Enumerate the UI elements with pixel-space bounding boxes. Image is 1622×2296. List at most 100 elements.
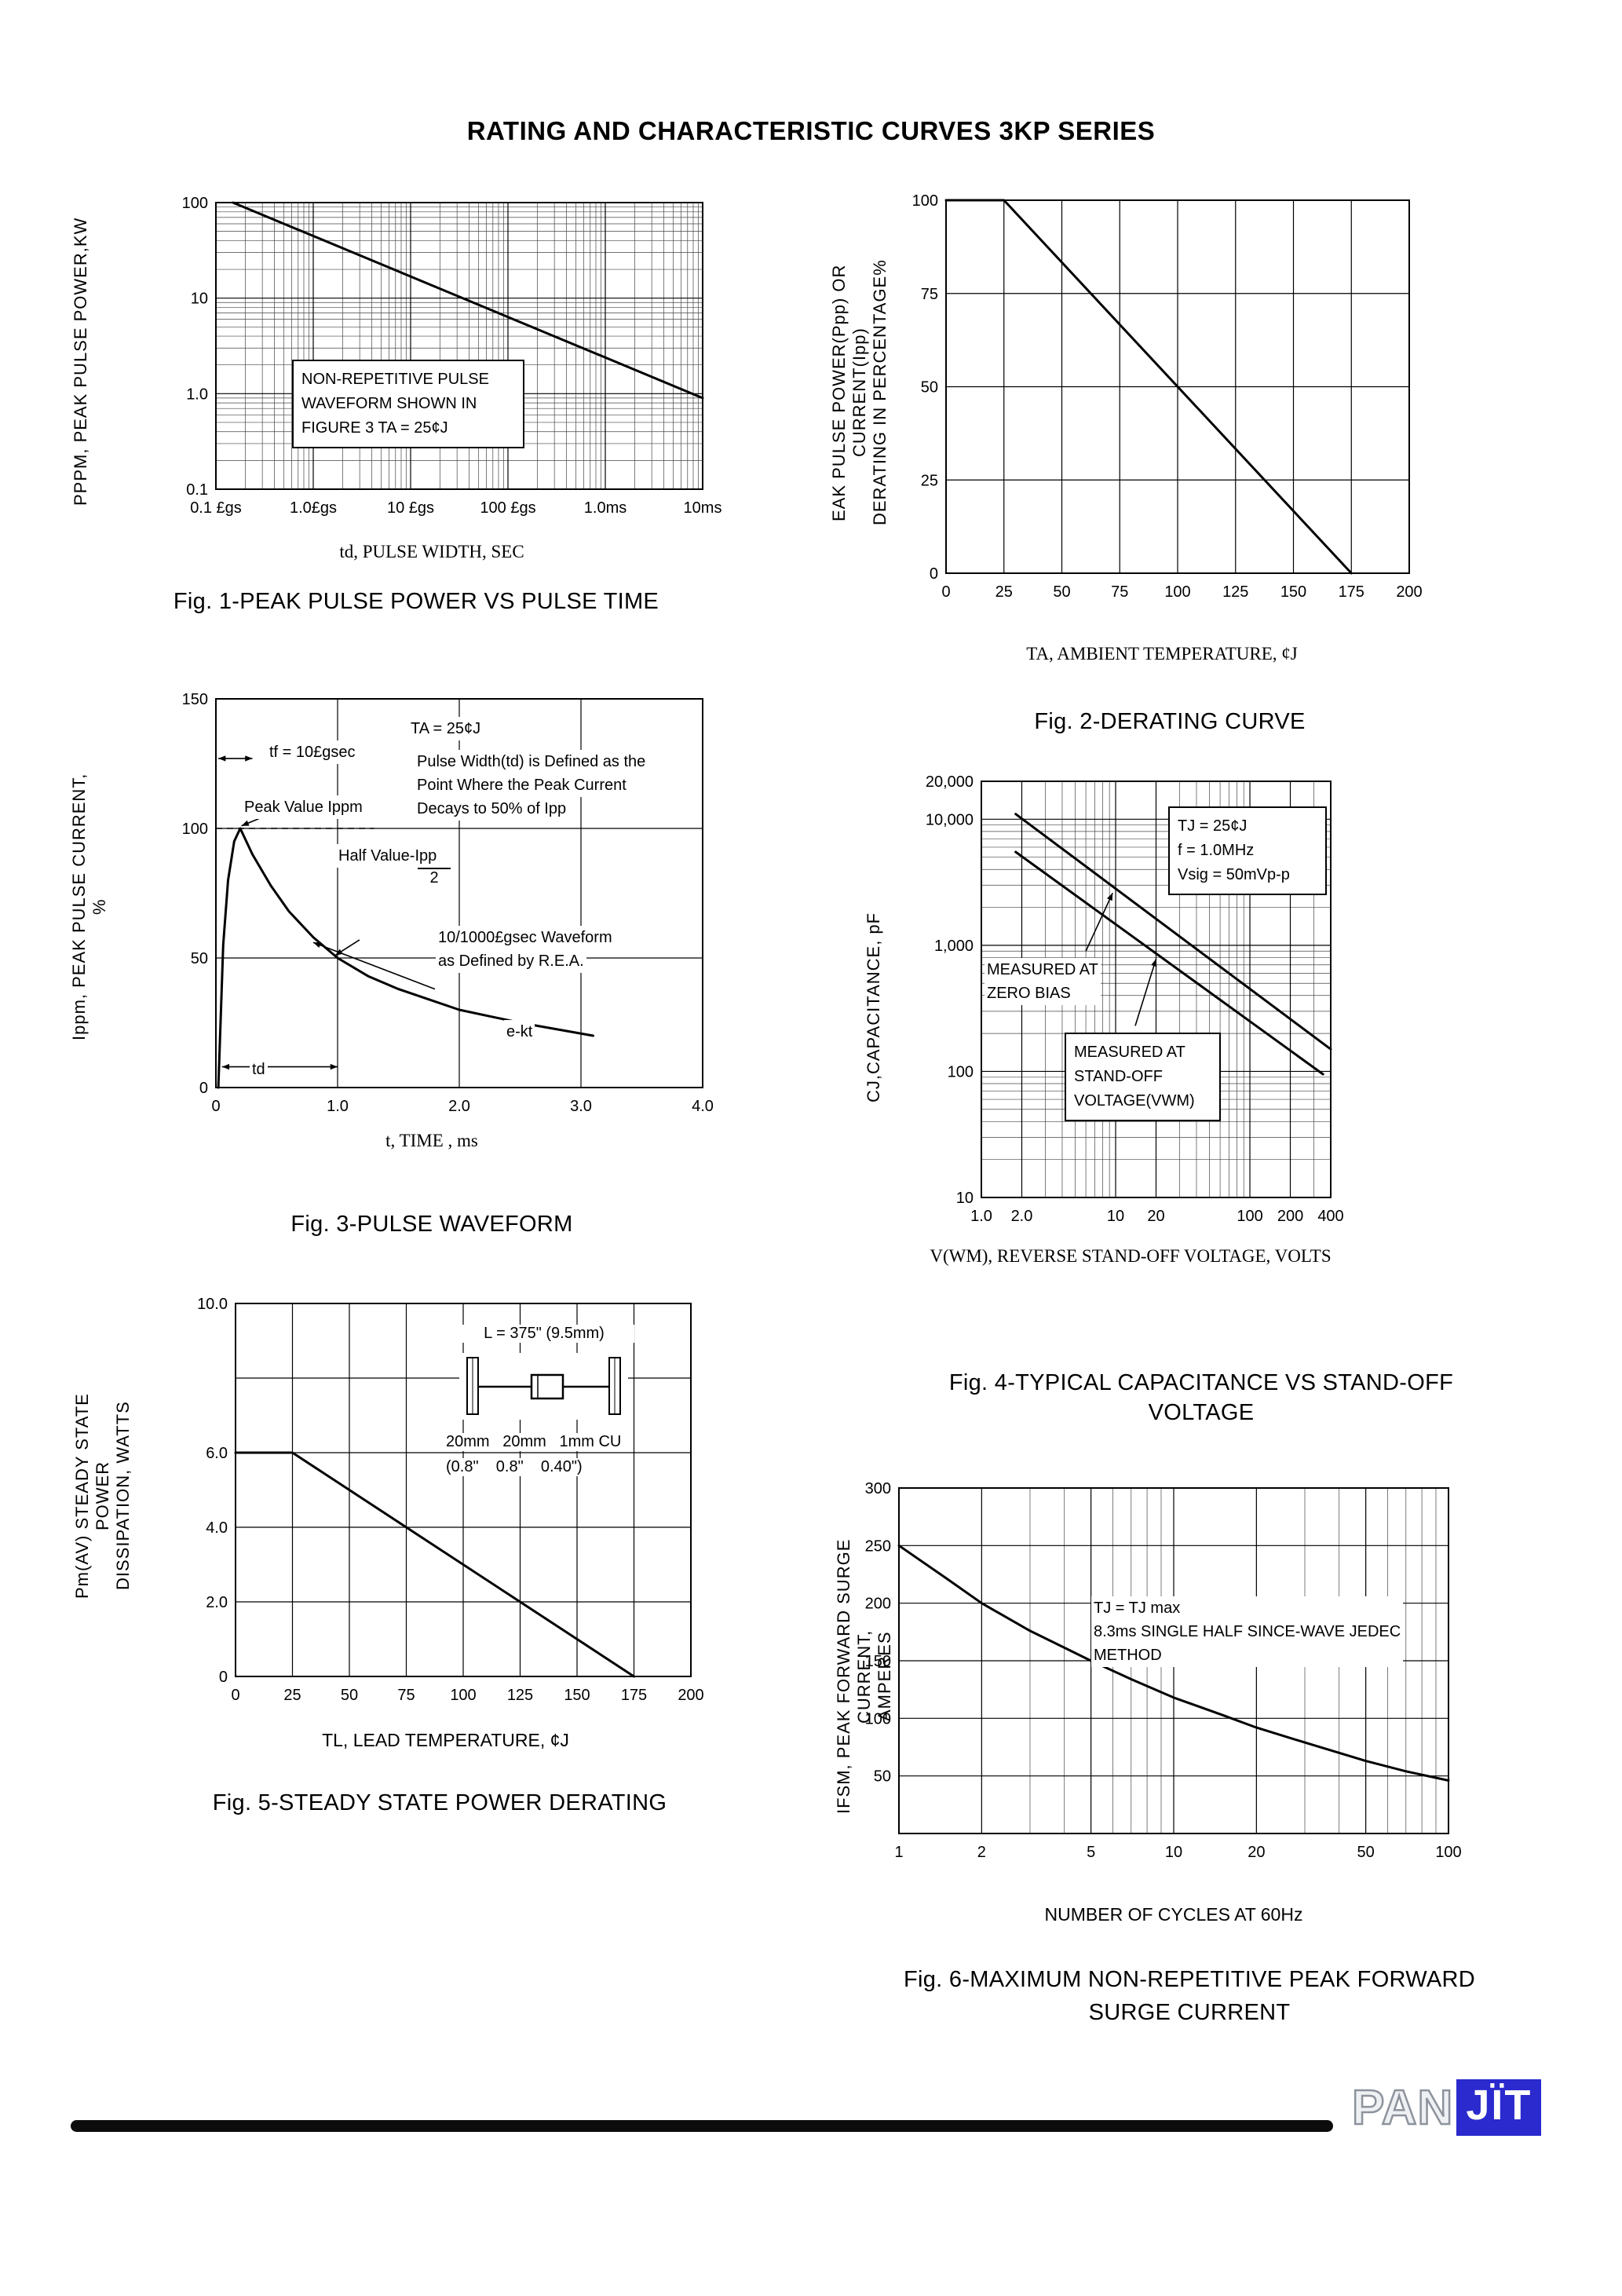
fig3-td-label: td xyxy=(250,1058,268,1081)
page-title: RATING AND CHARACTERISTIC CURVES 3KP SER… xyxy=(466,116,1156,145)
fig3-pulse-width-note-3: Decays to 50% of Ipp xyxy=(415,797,569,821)
svg-text:3.0: 3.0 xyxy=(570,1098,592,1115)
svg-text:0: 0 xyxy=(211,1098,220,1115)
svg-text:4.0: 4.0 xyxy=(206,1519,228,1537)
fig1-caption: Fig. 1-PEAK PULSE POWER VS PULSE TIME xyxy=(173,589,659,614)
svg-text:300: 300 xyxy=(865,1480,891,1497)
figure-5: Pm(AV) STEADY STATE POWER DISSIPATION, W… xyxy=(63,1284,809,1869)
figure-6: IFSM, PEAK FORWARD SURGE CURRENT, AMPERE… xyxy=(785,1464,1594,2085)
fig5-plot: 0 25 50 75 100 125 150 175 200 0 2.0 4.0 6.0 10.0 xyxy=(197,1296,704,1704)
fig2-caption: Fig. 2-DERATING CURVE xyxy=(1034,709,1306,734)
svg-text:50: 50 xyxy=(1053,583,1070,601)
svg-text:10 £gs: 10 £gs xyxy=(387,499,434,517)
figure-3: Ippm, PEAK PULSE CURRENT, % 0 1.0 2.0 3.0 4.… xyxy=(63,679,801,1260)
svg-text:1.0ms: 1.0ms xyxy=(584,499,627,517)
svg-text:200: 200 xyxy=(678,1687,703,1704)
svg-text:200: 200 xyxy=(1277,1208,1303,1225)
svg-text:100: 100 xyxy=(182,821,208,838)
svg-text:400: 400 xyxy=(1317,1208,1343,1225)
svg-text:10.0: 10.0 xyxy=(197,1296,228,1313)
svg-text:2: 2 xyxy=(977,1844,986,1861)
fig1-x-axis-label: td, PULSE WIDTH, SEC xyxy=(339,542,524,561)
svg-text:1.0: 1.0 xyxy=(970,1208,992,1225)
fig3-half-value-denominator: 2 xyxy=(418,868,451,887)
brand-jit-box: JÏT xyxy=(1456,2079,1542,2136)
svg-text:20: 20 xyxy=(1248,1844,1265,1861)
svg-text:100 £gs: 100 £gs xyxy=(480,499,535,517)
fig4-x-axis-label: V(WM), REVERSE STAND-OFF VOLTAGE, VOLTS xyxy=(930,1246,1332,1266)
fig2-y-axis-label: EAK PULSE POWER(Ppp) OR CURRENT(Ipp) DER… xyxy=(829,259,890,526)
brand-pan-text: PAN xyxy=(1351,2080,1454,2137)
svg-text:0: 0 xyxy=(231,1687,239,1704)
svg-text:6.0: 6.0 xyxy=(206,1445,228,1462)
fig4-caption-line2: VOLTAGE xyxy=(1148,1400,1255,1425)
svg-text:175: 175 xyxy=(1339,583,1364,601)
svg-text:100: 100 xyxy=(182,195,208,212)
fig3-caption: Fig. 3-PULSE WAVEFORM xyxy=(290,1212,573,1237)
fig5-lead-dimensions-mm: 20mm 20mm 1mm CU xyxy=(446,1433,622,1451)
fig3-half-value-label: Half Value-Ipp xyxy=(336,844,440,868)
svg-text:5: 5 xyxy=(1087,1844,1095,1861)
svg-text:1: 1 xyxy=(894,1844,903,1861)
fig5-lead-dimensions-in: (0.8" 0.8" 0.40") xyxy=(446,1458,583,1476)
svg-text:50: 50 xyxy=(921,379,938,397)
svg-text:1,000: 1,000 xyxy=(934,938,974,955)
fig3-pulse-width-note-1: Pulse Width(td) is Defined as the xyxy=(415,750,648,773)
fig6-caption-line2: SURGE CURRENT xyxy=(1088,2000,1291,2025)
fig6-test-conditions: TJ = TJ max 8.3ms SINGLE HALF SINCE-WAVE… xyxy=(1091,1596,1404,1667)
fig3-peak-value-label: Peak Value Ippm xyxy=(242,795,365,819)
fig3-waveform-note-1: 10/1000£gsec Waveform xyxy=(436,926,615,949)
fig2-plot: 0 25 50 75 100 125 150 175 200 0 25 50 75 100 xyxy=(912,192,1423,601)
svg-text:150: 150 xyxy=(564,1687,590,1704)
fig3-y-axis-label: Ippm, PEAK PULSE CURRENT, % xyxy=(69,773,109,1041)
svg-text:2.0: 2.0 xyxy=(1011,1208,1033,1225)
fig6-caption-line1: Fig. 6-MAXIMUM NON-REPETITIVE PEAK FORWA… xyxy=(904,1967,1475,1992)
svg-text:25: 25 xyxy=(283,1687,301,1704)
svg-text:150: 150 xyxy=(865,1653,891,1670)
svg-text:0.1: 0.1 xyxy=(186,481,208,499)
svg-text:0.1 £gs: 0.1 £gs xyxy=(190,499,242,517)
svg-text:125: 125 xyxy=(507,1687,533,1704)
svg-text:50: 50 xyxy=(341,1687,358,1704)
svg-text:125: 125 xyxy=(1222,583,1248,601)
svg-text:100: 100 xyxy=(1237,1208,1262,1225)
svg-text:10: 10 xyxy=(956,1190,974,1207)
svg-text:10,000: 10,000 xyxy=(926,811,974,828)
fig5-caption: Fig. 5-STEADY STATE POWER DERATING xyxy=(212,1790,667,1815)
svg-text:0: 0 xyxy=(199,1080,208,1097)
fig5-y-axis-label: Pm(AV) STEADY STATE POWER DISSIPATION, W… xyxy=(72,1393,133,1599)
svg-text:75: 75 xyxy=(1111,583,1128,601)
svg-text:50: 50 xyxy=(191,950,208,967)
fig3-pulse-width-note-2: Point Where the Peak Current xyxy=(415,773,629,797)
svg-text:200: 200 xyxy=(865,1596,891,1613)
svg-text:1.0: 1.0 xyxy=(186,386,208,403)
svg-text:250: 250 xyxy=(865,1537,891,1555)
fig3-plot: 0 1.0 2.0 3.0 4.0 0 50 100 150 xyxy=(182,691,714,1115)
svg-text:1.0: 1.0 xyxy=(327,1098,349,1115)
fig4-standoff-label-box: MEASURED AT STAND-OFF VOLTAGE(VWM) xyxy=(1065,1033,1221,1121)
component-mounting-drawing xyxy=(459,1353,628,1420)
panjit-logo: PAN JÏT xyxy=(1351,2079,1542,2137)
figure-1: PPPM, PEAK PULSE POWER,KW 0.1 £gs 1.0£gs 1… xyxy=(63,187,801,646)
svg-text:100: 100 xyxy=(450,1687,476,1704)
svg-text:150: 150 xyxy=(182,691,208,708)
svg-text:2.0: 2.0 xyxy=(206,1594,228,1611)
svg-text:10: 10 xyxy=(1107,1208,1124,1225)
figure-4: CJ,CAPACITANCE, pF 1.0 2.0 10 20 100 200 400 10… xyxy=(824,758,1578,1449)
svg-text:20: 20 xyxy=(1147,1208,1164,1225)
svg-text:75: 75 xyxy=(921,286,938,303)
svg-text:175: 175 xyxy=(621,1687,647,1704)
fig1-y-axis-label: PPPM, PEAK PULSE POWER,KW xyxy=(71,217,90,506)
figure-2: EAK PULSE POWER(Ppp) OR CURRENT(Ipp) DER… xyxy=(824,185,1578,734)
svg-text:100: 100 xyxy=(1164,583,1190,601)
svg-text:75: 75 xyxy=(397,1687,415,1704)
fig3-ta-label: TA = 25¢J xyxy=(408,717,484,740)
fig6-x-axis-label: NUMBER OF CYCLES AT 60Hz xyxy=(1044,1904,1303,1925)
svg-text:200: 200 xyxy=(1396,583,1422,601)
fig4-test-conditions-box: TJ = 25¢J f = 1.0MHz Vsig = 50mVp-p xyxy=(1168,806,1327,895)
svg-text:25: 25 xyxy=(995,583,1013,601)
fig3-waveform-note-2: as Defined by R.E.A. xyxy=(436,949,586,973)
svg-text:150: 150 xyxy=(1280,583,1306,601)
svg-text:10ms: 10ms xyxy=(684,499,722,517)
